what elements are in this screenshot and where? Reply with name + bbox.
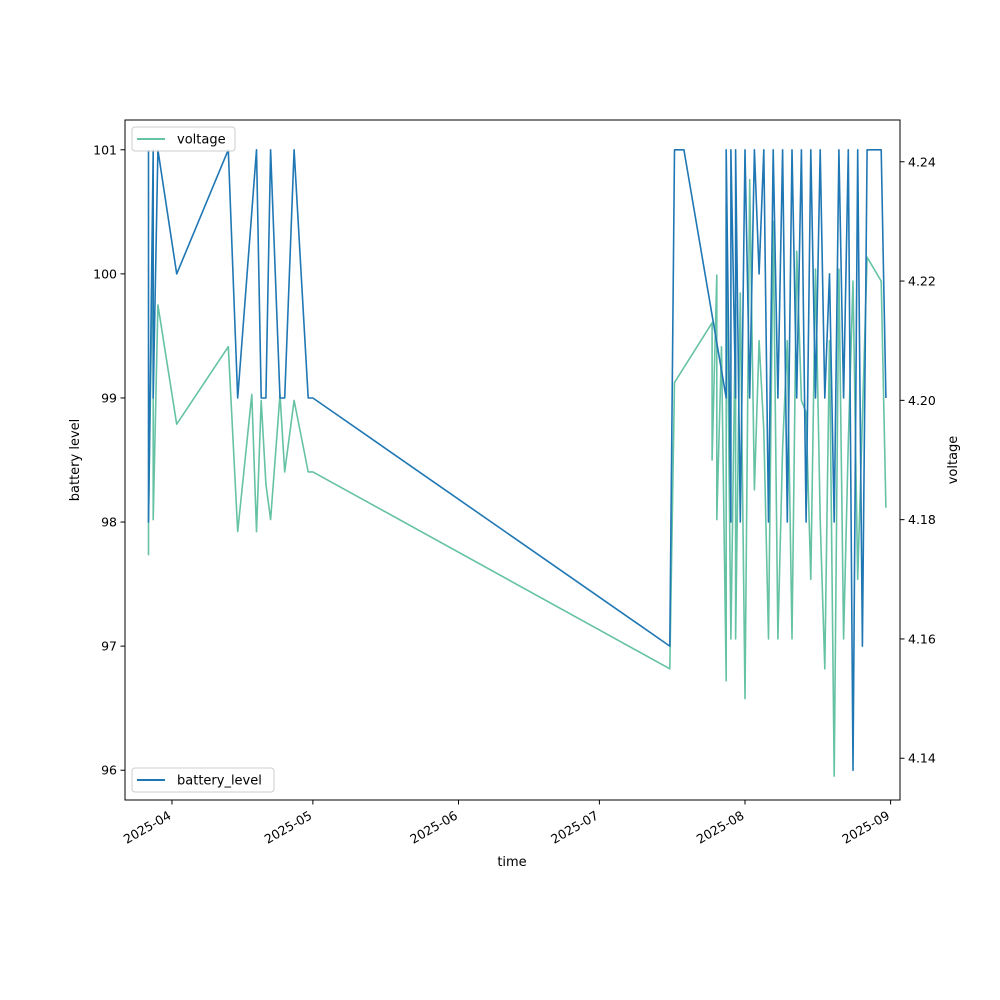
series-line-battery-level: [147, 149, 887, 772]
x-tick-label: 2025-06: [407, 808, 460, 847]
x-tick-label: 2025-05: [262, 808, 315, 847]
y-right-tick-label: 4.22: [908, 274, 936, 289]
y-left-tick-label: 100: [93, 266, 117, 281]
legend-voltage-box: [131, 126, 236, 152]
x-tick-label: 2025-09: [839, 808, 892, 847]
y-left-tick-label: 97: [101, 639, 117, 654]
x-tick-label: 2025-07: [548, 808, 601, 847]
y-right-tick-label: 4.18: [908, 512, 936, 527]
y-left-tick-label: 99: [101, 390, 117, 405]
x-axis: 2025-04 2025-05 2025-06 2025-07 2025-08 2025-…: [121, 800, 892, 847]
y-axis-right-label: voltage: [946, 436, 961, 485]
legend-battery-level: battery_level: [131, 767, 275, 793]
plot-frame: [124, 119, 901, 801]
legend-voltage: voltage: [131, 126, 236, 152]
y-axis-left-label: battery level: [68, 419, 83, 502]
legend-battery-level-label: battery_level: [177, 774, 262, 789]
y-axis-right: 4.14 4.16 4.18 4.20 4.22 4.24: [900, 154, 936, 766]
x-axis-label: time: [497, 855, 526, 870]
y-left-tick-label: 96: [101, 763, 117, 778]
x-tick-label: 2025-08: [694, 808, 747, 847]
y-right-tick-label: 4.16: [908, 631, 936, 646]
legend-battery-level-box: [131, 767, 275, 793]
series-line-voltage: [147, 178, 887, 777]
y-right-tick-label: 4.20: [908, 393, 936, 408]
y-left-tick-label: 98: [101, 515, 117, 530]
x-tick-label: 2025-04: [121, 808, 174, 847]
y-axis-left: 96 97 98 99 100 101: [93, 142, 125, 778]
series-layer: [147, 149, 887, 777]
y-left-tick-label: 101: [93, 142, 117, 157]
y-right-tick-label: 4.24: [908, 154, 936, 169]
legend-voltage-label: voltage: [177, 133, 226, 148]
y-right-tick-label: 4.14: [908, 751, 936, 766]
